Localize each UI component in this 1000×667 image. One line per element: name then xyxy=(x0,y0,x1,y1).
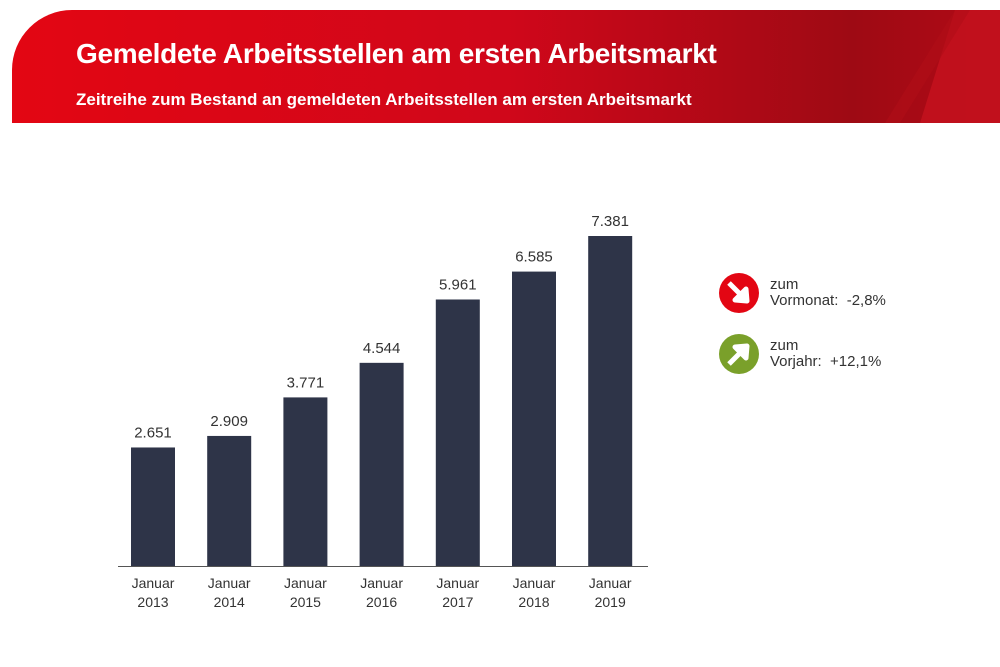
bar xyxy=(359,362,404,566)
data-label: 6.585 xyxy=(515,249,553,266)
bar xyxy=(512,271,556,566)
x-tick-label: 2019 xyxy=(595,594,626,610)
indicator-value: Vormonat: -2,8% xyxy=(770,292,886,309)
indicator-label: zum xyxy=(770,276,799,293)
data-label: 2.651 xyxy=(134,424,172,441)
x-tick-label: Januar xyxy=(589,575,632,591)
x-tick-label: 2018 xyxy=(518,594,549,610)
data-label: 2.909 xyxy=(210,413,248,430)
data-label: 5.961 xyxy=(439,276,477,293)
page-title: Gemeldete Arbeitsstellen am ersten Arbei… xyxy=(76,38,717,69)
bar xyxy=(207,435,252,566)
x-tick-label: 2016 xyxy=(366,594,397,610)
indicator-vorjahr: zum Vorjahr: +12,1% xyxy=(718,333,881,375)
x-tick-label: 2013 xyxy=(137,594,168,610)
page-subtitle: Zeitreihe zum Bestand an gemeldeten Arbe… xyxy=(76,90,692,109)
x-tick-label: Januar xyxy=(360,575,403,591)
logo-icon xyxy=(885,10,1000,123)
x-tick-label: 2017 xyxy=(442,594,473,610)
x-tick-label: Januar xyxy=(284,575,327,591)
data-label: 4.544 xyxy=(363,340,401,357)
header-banner: Gemeldete Arbeitsstellen am ersten Arbei… xyxy=(12,10,1000,123)
x-tick-label: 2015 xyxy=(290,594,321,610)
x-tick-label: 2014 xyxy=(214,594,245,610)
indicator-vormonat: zum Vormonat: -2,8% xyxy=(718,272,886,314)
indicator-label: zum xyxy=(770,337,799,354)
arrow-up-right-icon xyxy=(719,334,759,374)
bar xyxy=(131,447,175,566)
bar xyxy=(588,236,633,566)
arrow-down-right-icon xyxy=(719,273,759,313)
x-tick-label: Januar xyxy=(513,575,556,591)
indicator-value: Vorjahr: +12,1% xyxy=(770,353,882,370)
data-label: 7.381 xyxy=(591,213,629,230)
bar xyxy=(283,397,328,566)
x-tick-label: Januar xyxy=(132,575,175,591)
data-label: 3.771 xyxy=(287,374,325,391)
x-tick-label: Januar xyxy=(208,575,251,591)
bar xyxy=(435,299,480,566)
x-tick-label: Januar xyxy=(436,575,479,591)
